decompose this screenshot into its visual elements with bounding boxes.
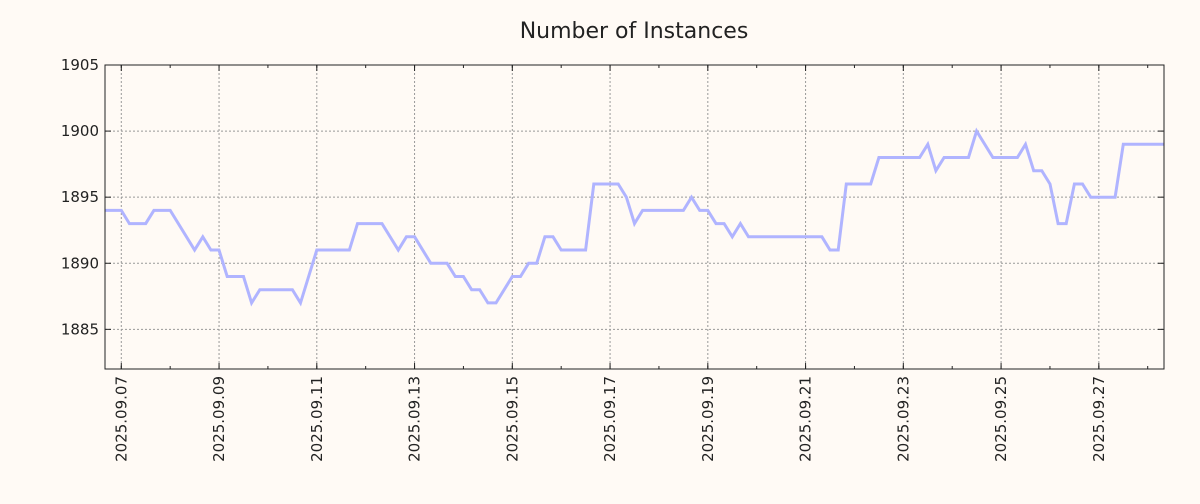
grid (105, 65, 1164, 369)
y-tick-label: 1905 (61, 56, 99, 74)
x-tick-label: 2025.09.15 (503, 376, 521, 462)
x-tick-label: 2025.09.13 (406, 376, 424, 462)
y-tick-label: 1895 (61, 188, 99, 206)
x-tick-label: 2025.09.19 (699, 376, 717, 462)
x-tick-label: 2025.09.25 (992, 376, 1010, 462)
y-tick-label: 1885 (61, 320, 99, 338)
x-tick-label: 2025.09.21 (797, 376, 815, 462)
series-line (105, 131, 1164, 303)
x-tick-label: 2025.09.11 (308, 376, 326, 462)
y-tick-label: 1900 (61, 122, 99, 140)
series-layer (105, 131, 1164, 303)
x-tick-label: 2025.09.17 (601, 376, 619, 462)
y-tick-label: 1890 (61, 254, 99, 272)
x-tick-label: 2025.09.09 (210, 376, 228, 462)
chart-title: Number of Instances (520, 19, 749, 44)
x-tick-label: 2025.09.07 (112, 376, 130, 462)
x-tick-label: 2025.09.23 (894, 376, 912, 462)
plot-frame (105, 65, 1164, 369)
x-tick-label: 2025.09.27 (1090, 376, 1108, 462)
